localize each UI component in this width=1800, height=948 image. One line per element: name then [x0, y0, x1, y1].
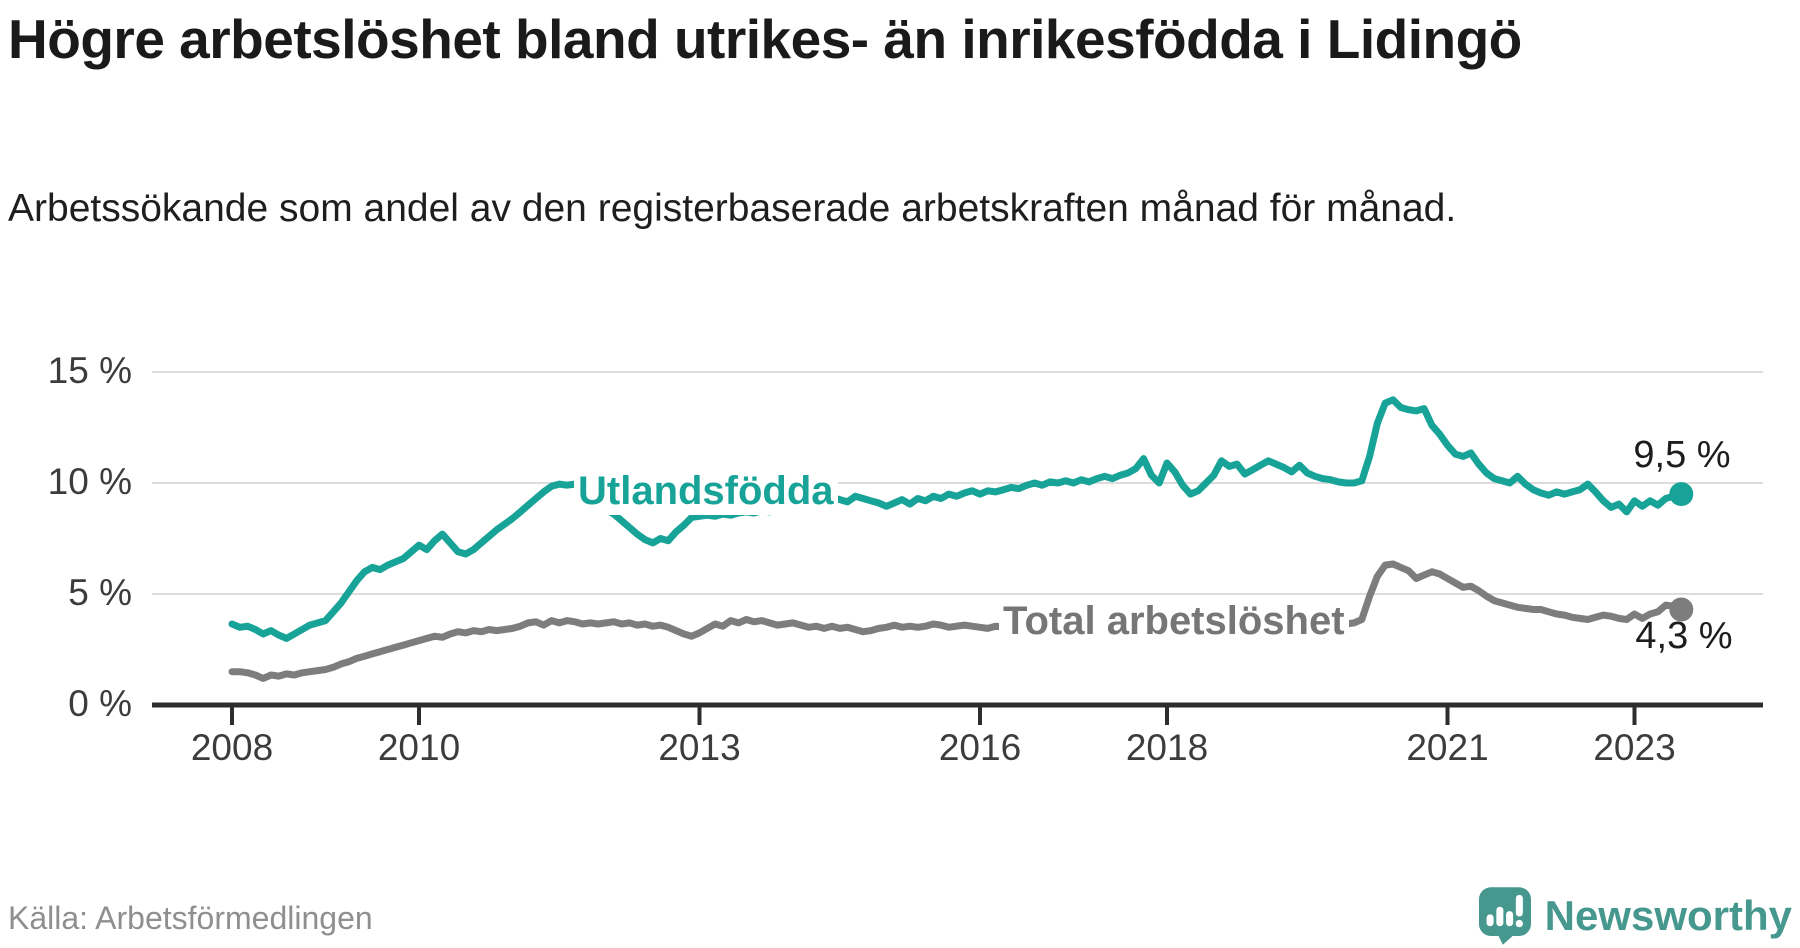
chart-subtitle: Arbetssökande som andel av den registerb… [8, 187, 1457, 230]
series-end-dot-total [1669, 597, 1694, 622]
page-title: Högre arbetslöshet bland utrikes- än inr… [8, 8, 1522, 70]
end-value-label-utlandsfodda: 9,5 % [1633, 434, 1731, 476]
series-line-total [228, 560, 1685, 682]
series-end-dot-utlandsfodda [1669, 482, 1694, 507]
x-tick-label-2010: 2010 [377, 727, 461, 768]
series-label-utlandsfodda: Utlandsfödda [574, 468, 838, 515]
newsworthy-logo-icon [1478, 887, 1531, 945]
x-tick-label-2008: 2008 [190, 727, 274, 768]
x-tick-label-2013: 2013 [658, 727, 741, 768]
x-tick-label-2016: 2016 [938, 727, 1022, 768]
source-attribution: Källa: Arbetsförmedlingen [8, 900, 373, 936]
series-label-total-arbetsloshet: Total arbetslöshet [999, 598, 1349, 645]
y-tick-label-10: 10 % [47, 461, 132, 502]
newsworthy-logo: Newsworthy [1478, 886, 1792, 946]
x-tick-label-2021: 2021 [1406, 727, 1489, 768]
end-value-label-total: 4,3 % [1635, 615, 1733, 657]
y-tick-label-5: 5 % [68, 572, 132, 613]
x-tick-label-2023: 2023 [1593, 727, 1676, 768]
y-tick-label-15: 15 % [47, 350, 132, 391]
newsworthy-wordmark: Newsworthy [1544, 892, 1792, 939]
y-tick-label-0: 0 % [68, 683, 132, 724]
series-line-utlandsfodda [228, 396, 1685, 642]
x-tick-label-2018: 2018 [1125, 727, 1209, 768]
